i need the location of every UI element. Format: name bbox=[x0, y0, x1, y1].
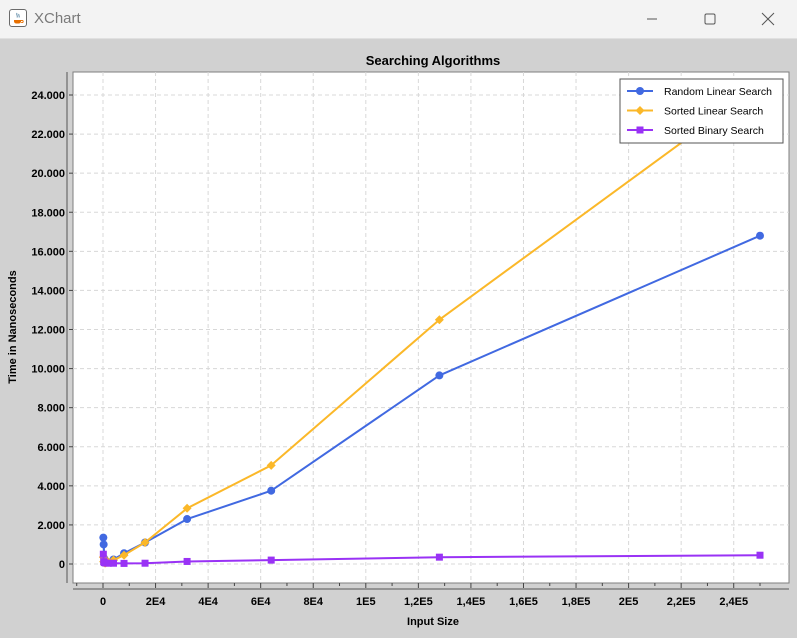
x-tick-label: 1E5 bbox=[356, 596, 376, 608]
window-title: XChart bbox=[34, 10, 81, 27]
x-tick-label: 0 bbox=[100, 596, 106, 608]
x-tick-label: 2E5 bbox=[619, 596, 639, 608]
x-tick-label: 8E4 bbox=[303, 596, 323, 608]
maximize-icon bbox=[704, 13, 716, 25]
data-point bbox=[435, 553, 443, 561]
y-tick-label: 24.000 bbox=[31, 90, 65, 102]
legend-label: Random Linear Search bbox=[664, 86, 772, 98]
data-point bbox=[267, 556, 275, 564]
y-tick-label: 6.000 bbox=[37, 442, 65, 454]
x-tick-label: 2E4 bbox=[146, 596, 166, 608]
data-point bbox=[266, 460, 276, 470]
x-tick-label: 1,8E5 bbox=[562, 596, 591, 608]
line-chart: Searching Algorithms 0 2.000 4.000 6.000 8.0… bbox=[0, 39, 797, 633]
y-tick-label: 14.000 bbox=[31, 285, 65, 297]
y-tick-label: 22.000 bbox=[31, 129, 65, 141]
series-layer bbox=[98, 80, 765, 568]
minimize-button[interactable] bbox=[623, 0, 681, 38]
data-point bbox=[99, 533, 108, 542]
chart-title: Searching Algorithms bbox=[366, 53, 501, 68]
maximize-button[interactable] bbox=[681, 0, 739, 38]
x-tick-label: 1,4E5 bbox=[457, 596, 486, 608]
close-button[interactable] bbox=[739, 0, 797, 38]
data-point bbox=[434, 315, 444, 325]
x-tick-label: 4E4 bbox=[198, 596, 218, 608]
data-point bbox=[110, 559, 118, 567]
data-point bbox=[140, 538, 150, 548]
legend-marker bbox=[636, 87, 644, 95]
data-point bbox=[119, 550, 129, 560]
y-tick-label: 4.000 bbox=[37, 481, 65, 493]
data-point bbox=[182, 503, 192, 513]
data-point bbox=[183, 557, 191, 565]
x-tick-label: 2,4E5 bbox=[719, 596, 748, 608]
axes: 0 2.000 4.000 6.000 8.000 10.000 12.000 14.000 1… bbox=[31, 72, 789, 608]
series-2 bbox=[99, 550, 764, 567]
x-tick-label: 6E4 bbox=[251, 596, 271, 608]
legend-label: Sorted Binary Search bbox=[664, 125, 764, 137]
y-tick-label: 16.000 bbox=[31, 246, 65, 258]
y-tick-label: 10.000 bbox=[31, 364, 65, 376]
legend-item: Sorted Binary Search bbox=[627, 125, 764, 137]
title-bar: XChart bbox=[0, 0, 797, 39]
java-app-icon bbox=[9, 9, 27, 27]
legend-item: Random Linear Search bbox=[627, 86, 772, 98]
y-tick-label: 18.000 bbox=[31, 207, 65, 219]
legend-marker bbox=[636, 126, 644, 134]
x-tick-label: 1,6E5 bbox=[509, 596, 538, 608]
data-point bbox=[99, 550, 107, 558]
y-tick-label: 8.000 bbox=[37, 403, 65, 415]
grid-lines bbox=[73, 72, 789, 583]
legend: Random Linear Search Sorted Linear Search… bbox=[619, 78, 784, 144]
minimize-icon bbox=[647, 18, 657, 20]
y-axis-label: Time in Nanoseconds bbox=[7, 270, 19, 384]
x-tick-label: 2,2E5 bbox=[667, 596, 696, 608]
data-point bbox=[267, 486, 276, 495]
y-tick-label: 0 bbox=[59, 559, 65, 571]
data-point bbox=[104, 559, 112, 567]
chart-panel: Searching Algorithms 0 2.000 4.000 6.000 8.0… bbox=[0, 39, 797, 633]
x-axis-label: Input Size bbox=[407, 616, 459, 628]
data-point bbox=[756, 231, 764, 240]
data-point bbox=[141, 559, 149, 567]
legend-marker bbox=[635, 106, 645, 115]
y-tick-label: 20.000 bbox=[31, 168, 65, 180]
data-point bbox=[183, 515, 192, 524]
y-tick-label: 2.000 bbox=[37, 520, 65, 532]
x-tick-label: 1,2E5 bbox=[404, 596, 433, 608]
y-tick-label: 12.000 bbox=[31, 325, 65, 337]
legend-label: Sorted Linear Search bbox=[664, 106, 763, 118]
data-point bbox=[435, 371, 444, 380]
data-point bbox=[756, 551, 764, 559]
data-point bbox=[120, 559, 128, 567]
legend-item: Sorted Linear Search bbox=[627, 106, 763, 118]
close-icon bbox=[761, 12, 775, 26]
data-point bbox=[99, 540, 108, 549]
